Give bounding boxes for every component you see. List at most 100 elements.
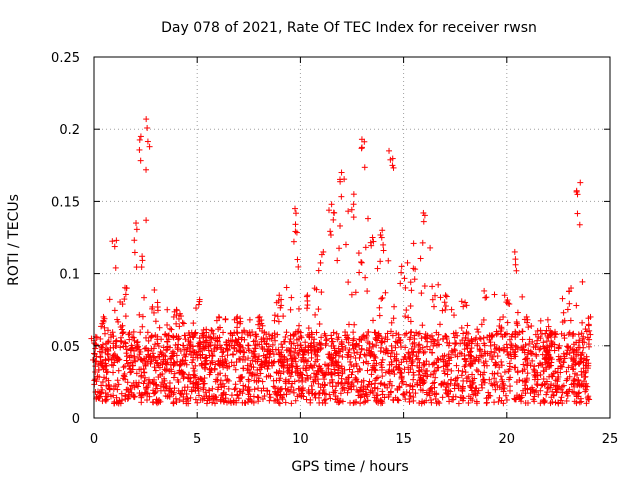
data-point bbox=[118, 338, 125, 345]
data-point bbox=[101, 330, 108, 337]
data-point bbox=[565, 344, 572, 351]
data-point bbox=[318, 289, 325, 296]
data-point bbox=[328, 201, 335, 208]
data-point bbox=[453, 362, 460, 369]
data-point bbox=[410, 376, 417, 383]
data-point bbox=[245, 376, 252, 383]
data-point bbox=[508, 333, 515, 340]
data-point bbox=[349, 342, 356, 349]
data-point bbox=[327, 228, 334, 235]
data-point bbox=[143, 166, 150, 173]
data-point bbox=[483, 294, 490, 301]
data-point bbox=[481, 348, 488, 355]
data-point bbox=[524, 351, 531, 358]
data-point bbox=[123, 285, 130, 292]
data-point bbox=[479, 378, 486, 385]
data-point bbox=[512, 261, 519, 268]
data-point bbox=[299, 374, 306, 381]
data-point bbox=[303, 396, 310, 403]
data-point bbox=[489, 332, 496, 339]
data-point bbox=[349, 369, 356, 376]
data-point bbox=[507, 387, 514, 394]
data-point bbox=[584, 383, 591, 390]
data-point bbox=[150, 345, 157, 352]
data-point bbox=[129, 362, 136, 369]
data-point bbox=[348, 362, 355, 369]
data-point bbox=[141, 294, 148, 301]
data-point bbox=[144, 329, 151, 336]
data-point bbox=[102, 397, 109, 404]
data-point bbox=[579, 319, 586, 326]
data-point bbox=[359, 333, 366, 340]
data-point bbox=[221, 383, 228, 390]
data-point bbox=[222, 316, 229, 323]
data-point bbox=[466, 349, 473, 356]
data-point bbox=[154, 340, 161, 347]
data-point bbox=[519, 293, 526, 300]
data-point bbox=[224, 352, 231, 359]
data-point bbox=[303, 293, 310, 300]
data-point bbox=[290, 238, 297, 245]
data-point bbox=[363, 346, 370, 353]
data-point bbox=[170, 400, 177, 407]
data-point bbox=[232, 385, 239, 392]
data-point bbox=[512, 328, 519, 335]
data-point bbox=[308, 329, 315, 336]
data-point bbox=[569, 346, 576, 353]
data-point bbox=[120, 372, 127, 379]
data-point bbox=[476, 346, 483, 353]
data-point bbox=[465, 399, 472, 406]
data-point bbox=[356, 342, 363, 349]
data-point bbox=[266, 397, 273, 404]
data-point bbox=[423, 373, 430, 380]
data-point bbox=[408, 287, 415, 294]
data-point bbox=[155, 343, 162, 350]
data-point bbox=[544, 316, 551, 323]
data-point bbox=[387, 328, 394, 335]
data-point bbox=[274, 331, 281, 338]
data-point bbox=[276, 377, 283, 384]
data-point bbox=[552, 368, 559, 375]
data-point bbox=[410, 369, 417, 376]
data-point bbox=[441, 299, 448, 306]
data-point bbox=[583, 400, 590, 407]
data-point bbox=[506, 360, 513, 367]
data-point bbox=[575, 376, 582, 383]
data-point bbox=[157, 398, 164, 405]
data-point bbox=[105, 338, 112, 345]
data-point bbox=[234, 324, 241, 331]
data-point bbox=[322, 342, 329, 349]
data-point bbox=[255, 394, 262, 401]
data-point bbox=[322, 396, 329, 403]
data-point bbox=[176, 397, 183, 404]
data-point bbox=[453, 340, 460, 347]
data-point bbox=[381, 381, 388, 388]
data-point bbox=[354, 349, 361, 356]
data-point bbox=[177, 348, 184, 355]
data-point bbox=[511, 248, 518, 255]
data-point bbox=[362, 274, 369, 281]
data-point bbox=[152, 318, 159, 325]
data-point bbox=[307, 399, 314, 406]
x-tick-label: 5 bbox=[193, 432, 201, 447]
data-point bbox=[564, 306, 571, 313]
data-point bbox=[437, 294, 444, 301]
data-point bbox=[231, 386, 238, 393]
data-point bbox=[336, 245, 343, 252]
data-point bbox=[271, 312, 278, 319]
data-point bbox=[347, 358, 354, 365]
data-point bbox=[372, 354, 379, 361]
data-point bbox=[293, 229, 300, 236]
data-point bbox=[345, 208, 352, 215]
data-point bbox=[473, 398, 480, 405]
data-point bbox=[297, 370, 304, 377]
data-point bbox=[360, 359, 367, 366]
data-point bbox=[308, 363, 315, 370]
data-point bbox=[231, 362, 238, 369]
data-point bbox=[568, 362, 575, 369]
data-point bbox=[219, 349, 226, 356]
data-point bbox=[201, 364, 208, 371]
data-point bbox=[436, 321, 443, 328]
data-point bbox=[559, 295, 566, 302]
data-point bbox=[463, 329, 470, 336]
